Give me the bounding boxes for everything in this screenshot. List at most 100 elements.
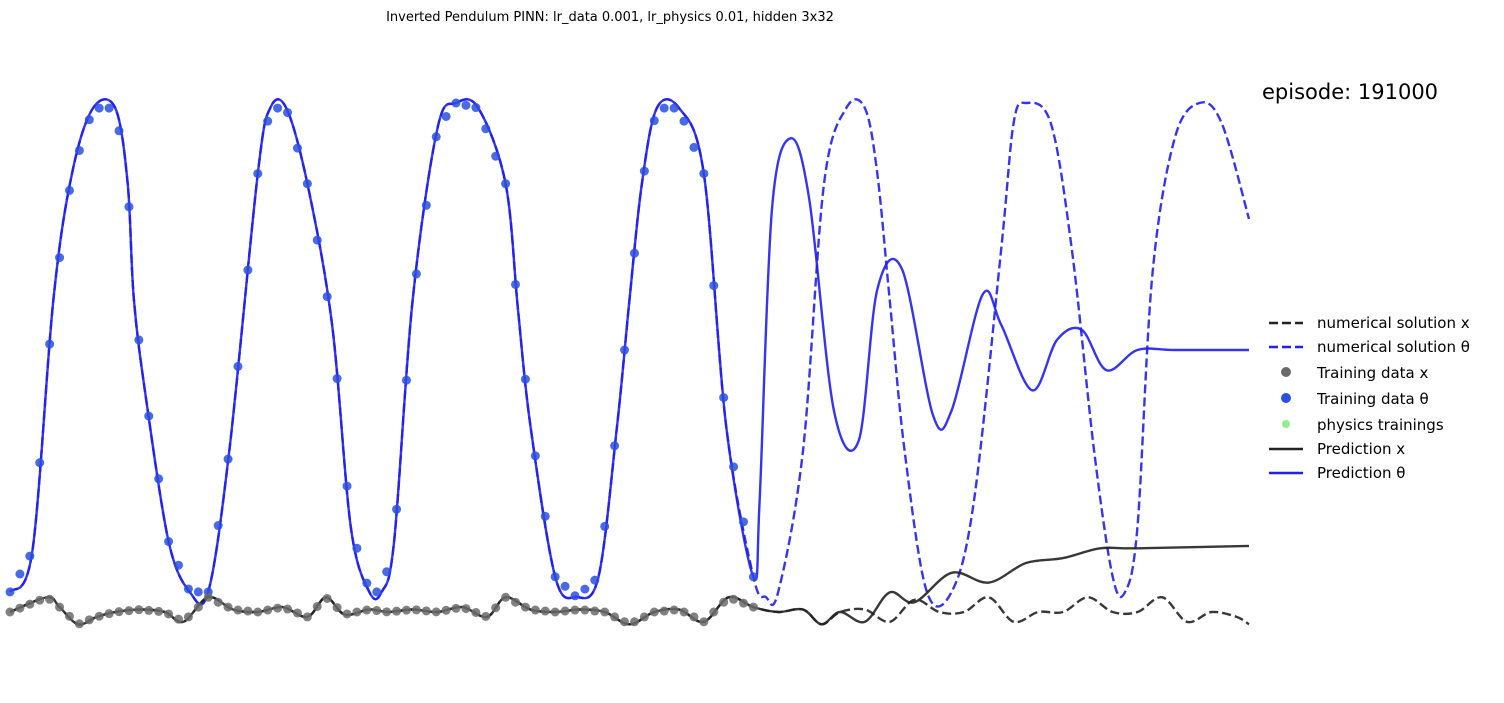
training-point-theta-60 <box>600 521 610 531</box>
training-point-theta-66 <box>659 103 669 113</box>
training-point-x-45 <box>451 603 461 613</box>
training-point-x-51 <box>511 597 521 607</box>
training-point-x-19 <box>193 602 203 612</box>
training-point-theta-25 <box>253 169 263 179</box>
training-point-theta-45 <box>451 98 461 108</box>
training-point-theta-28 <box>283 108 293 118</box>
training-point-x-35 <box>352 607 362 617</box>
chart-title: Inverted Pendulum PINN: lr_data 0.001, l… <box>386 10 834 25</box>
training-point-theta-7 <box>74 145 84 155</box>
training-point-theta-17 <box>174 560 184 570</box>
training-point-theta-21 <box>213 521 223 531</box>
training-point-theta-44 <box>441 111 451 121</box>
training-point-theta-24 <box>243 265 253 275</box>
training-point-x-39 <box>392 606 402 616</box>
training-point-x-28 <box>283 604 293 614</box>
training-point-x-56 <box>560 606 570 616</box>
training-point-x-68 <box>679 607 689 617</box>
training-point-theta-68 <box>679 116 689 126</box>
training-point-x-5 <box>55 602 65 612</box>
training-point-theta-75 <box>748 572 758 582</box>
training-point-theta-9 <box>94 103 104 113</box>
training-point-theta-49 <box>491 151 501 161</box>
training-point-x-10 <box>104 609 114 619</box>
training-point-x-20 <box>203 592 213 602</box>
training-point-theta-73 <box>729 462 739 472</box>
training-point-x-31 <box>312 601 322 611</box>
training-point-x-54 <box>540 606 550 616</box>
training-point-x-46 <box>461 604 471 614</box>
training-point-theta-54 <box>540 511 550 521</box>
legend: numerical solution x numerical solution … <box>1269 314 1470 482</box>
training-point-x-71 <box>709 607 719 617</box>
legend-label-physics: physics trainings <box>1317 416 1444 434</box>
training-point-x-57 <box>570 605 580 615</box>
series-numerical-solution-theta <box>8 98 1251 608</box>
training-point-x-15 <box>154 606 164 616</box>
training-point-theta-36 <box>362 578 372 588</box>
training-point-x-53 <box>530 605 540 615</box>
training-point-x-44 <box>441 605 451 615</box>
training-point-x-62 <box>620 617 630 627</box>
training-point-x-0 <box>5 607 15 617</box>
training-point-x-59 <box>590 606 600 616</box>
training-point-x-18 <box>183 612 193 622</box>
training-point-x-49 <box>491 603 501 613</box>
episode-annotation: episode: 191000 <box>1262 80 1438 104</box>
training-point-x-69 <box>689 612 699 622</box>
training-point-theta-32 <box>322 292 332 302</box>
training-point-x-14 <box>144 605 154 615</box>
training-point-theta-38 <box>382 567 392 577</box>
training-point-x-66 <box>659 606 669 616</box>
training-point-x-21 <box>213 597 223 607</box>
training-point-x-75 <box>748 602 758 612</box>
training-point-x-7 <box>74 619 84 629</box>
training-point-theta-14 <box>144 411 154 421</box>
training-point-theta-62 <box>620 345 630 355</box>
training-point-theta-15 <box>154 474 164 484</box>
training-point-x-11 <box>114 607 124 617</box>
training-point-theta-10 <box>104 103 114 113</box>
training-point-theta-51 <box>511 279 521 289</box>
training-point-theta-41 <box>411 269 421 279</box>
training-point-theta-48 <box>481 124 491 134</box>
training-point-x-30 <box>302 612 312 622</box>
training-point-theta-37 <box>372 587 382 597</box>
training-point-theta-43 <box>431 132 441 142</box>
training-point-theta-6 <box>64 185 74 195</box>
series-prediction-theta <box>8 98 1249 606</box>
training-point-x-22 <box>223 602 233 612</box>
legend-label-prediction-x: Prediction x <box>1317 440 1405 458</box>
legend-label-training-x: Training data x <box>1316 364 1429 382</box>
training-point-theta-31 <box>312 235 322 245</box>
training-point-theta-71 <box>709 281 719 291</box>
training-point-x-17 <box>174 614 184 624</box>
training-point-x-23 <box>233 605 243 615</box>
training-point-theta-64 <box>639 166 649 176</box>
training-point-x-2 <box>25 599 35 609</box>
training-point-theta-63 <box>629 248 639 258</box>
training-point-x-48 <box>481 611 491 621</box>
training-point-theta-23 <box>233 361 243 371</box>
training-point-theta-27 <box>273 103 283 113</box>
training-point-theta-69 <box>689 142 699 152</box>
training-point-theta-46 <box>461 100 471 110</box>
training-point-theta-1 <box>15 569 25 579</box>
training-point-x-70 <box>699 617 709 627</box>
training-point-theta-16 <box>164 537 174 547</box>
training-point-x-16 <box>164 609 174 619</box>
training-point-x-47 <box>471 607 481 617</box>
training-point-theta-59 <box>590 575 600 585</box>
training-point-x-6 <box>64 611 74 621</box>
training-point-x-37 <box>372 606 382 616</box>
training-point-theta-65 <box>649 116 659 126</box>
training-point-theta-13 <box>134 335 144 345</box>
training-point-x-27 <box>273 603 283 613</box>
training-point-x-4 <box>45 594 55 604</box>
training-point-theta-42 <box>421 200 431 210</box>
training-point-x-72 <box>719 597 729 607</box>
training-point-x-50 <box>501 592 511 602</box>
training-point-theta-3 <box>35 458 45 468</box>
training-point-x-32 <box>322 593 332 603</box>
